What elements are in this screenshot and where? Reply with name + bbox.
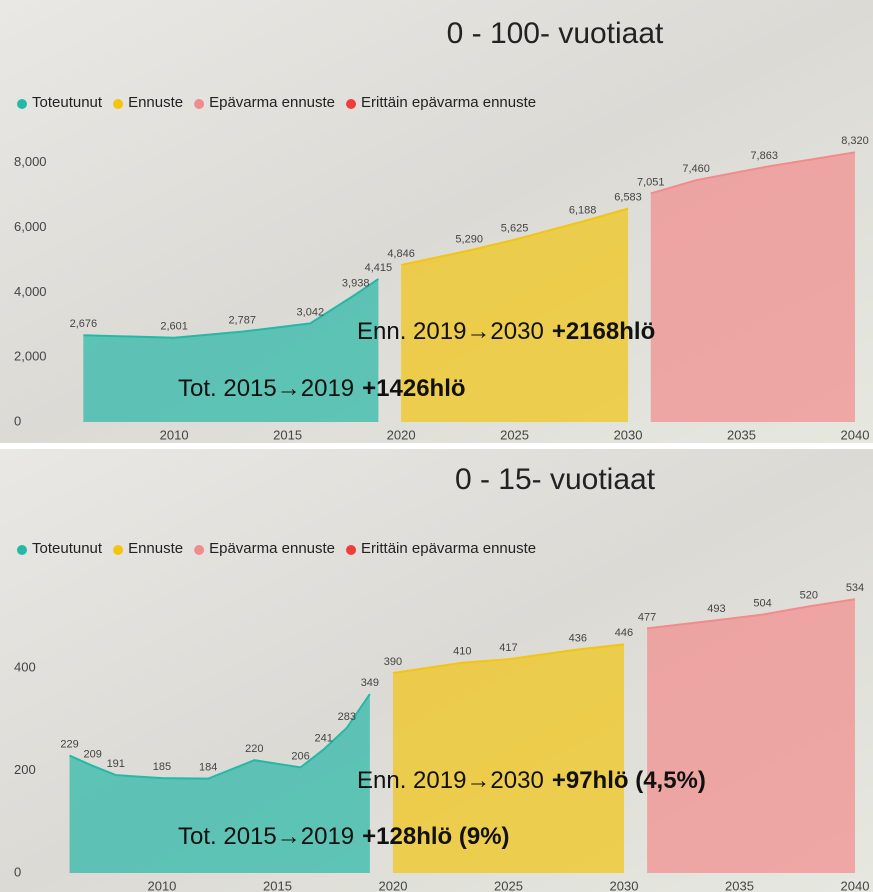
value-label: 417 (499, 642, 517, 654)
y-tick-label: 6,000 (14, 219, 47, 234)
legend-marker (113, 99, 123, 109)
value-label: 7,863 (750, 150, 778, 162)
legend-label: Ennuste (128, 540, 183, 557)
value-label: 241 (314, 732, 332, 744)
value-label: 5,625 (501, 223, 529, 235)
legend-marker (194, 545, 204, 555)
legend-label: Epävarma ennuste (209, 540, 335, 557)
value-label: 436 (569, 632, 587, 644)
annotation: Enn. 2019→2030 +2168hlö (357, 318, 655, 345)
value-label: 191 (107, 758, 125, 770)
value-label: 493 (707, 603, 725, 615)
legend-label: Toteutunut (32, 540, 103, 557)
value-label: 5,290 (455, 233, 483, 245)
value-label: 209 (83, 749, 101, 761)
annotation: Tot. 2015→2019 +1426hlö (178, 375, 466, 402)
y-tick-label: 2,000 (14, 349, 47, 364)
page: 0 - 100- vuotiaat Toteutunut Ennuste Epävar… (0, 0, 873, 892)
x-tick-label: 2035 (725, 878, 754, 892)
x-tick-label: 2030 (614, 427, 643, 442)
x-tick-label: 2025 (494, 878, 523, 892)
value-label: 3,042 (297, 306, 325, 318)
x-tick-label: 2020 (387, 427, 416, 442)
legend-marker (346, 99, 356, 109)
legend-marker (17, 545, 27, 555)
chart-title: 0 - 100- vuotiaat (447, 17, 664, 50)
annotation-text: Enn. 2019→2030 (357, 318, 544, 345)
legend-label: Epävarma ennuste (209, 94, 335, 111)
y-tick-label: 400 (14, 659, 36, 674)
y-tick-label: 200 (14, 762, 36, 777)
value-label: 4,415 (365, 262, 393, 274)
x-tick-label: 2010 (147, 878, 176, 892)
value-label: 534 (846, 582, 864, 594)
x-tick-label: 2020 (379, 878, 408, 892)
annotation: Tot. 2015→2019 +128hlö (9%) (178, 823, 510, 850)
value-label: 3,938 (342, 277, 370, 289)
annotation-text: Tot. 2015→2019 (178, 823, 354, 850)
legend-marker (113, 545, 123, 555)
annotation-bold: +97hlö (4,5%) (552, 767, 706, 794)
annotation-bold: +1426hlö (362, 375, 465, 402)
y-tick-label: 8,000 (14, 154, 47, 169)
value-label: 229 (60, 738, 78, 750)
value-label: 2,601 (160, 321, 188, 333)
x-tick-label: 2025 (500, 427, 529, 442)
legend-marker (17, 99, 27, 109)
annotation: Enn. 2019→2030 +97hlö (4,5%) (357, 767, 706, 794)
value-label: 477 (638, 611, 656, 623)
legend-label: Toteutunut (32, 94, 103, 111)
value-label: 504 (753, 597, 771, 609)
chart-title: 0 - 15- vuotiaat (455, 463, 656, 496)
value-label: 6,188 (569, 204, 597, 216)
y-tick-label: 0 (14, 864, 21, 879)
annotation-bold: +128hlö (9%) (362, 823, 509, 850)
value-label: 7,051 (637, 176, 665, 188)
y-tick-label: 4,000 (14, 284, 47, 299)
y-tick-label: 0 (14, 413, 21, 428)
x-tick-label: 2015 (263, 878, 292, 892)
legend-label: Ennuste (128, 94, 183, 111)
value-label: 390 (384, 656, 402, 668)
x-tick-label: 2035 (727, 427, 756, 442)
value-label: 184 (199, 762, 217, 774)
area (651, 152, 855, 422)
x-tick-label: 2015 (273, 427, 302, 442)
legend-marker (346, 545, 356, 555)
value-label: 520 (800, 589, 818, 601)
value-label: 410 (453, 646, 471, 658)
x-tick-label: 2030 (610, 878, 639, 892)
value-label: 2,787 (228, 315, 256, 327)
value-label: 6,583 (614, 192, 642, 204)
value-label: 283 (338, 711, 356, 723)
x-tick-label: 2040 (841, 427, 870, 442)
value-label: 7,460 (682, 163, 710, 175)
value-label: 206 (291, 750, 309, 762)
value-label: 2,676 (70, 318, 98, 330)
x-tick-label: 2010 (160, 427, 189, 442)
x-tick-label: 2040 (841, 878, 870, 892)
area (647, 599, 855, 873)
legend-label: Erittäin epävarma ennuste (361, 94, 536, 111)
value-label: 8,320 (841, 135, 869, 147)
value-label: 446 (615, 627, 633, 639)
annotation-bold: +2168hlö (552, 318, 655, 345)
value-label: 220 (245, 743, 263, 755)
legend-label: Erittäin epävarma ennuste (361, 540, 536, 557)
legend-marker (194, 99, 204, 109)
value-label: 4,846 (387, 248, 415, 260)
value-label: 185 (153, 761, 171, 773)
value-label: 349 (361, 677, 379, 689)
annotation-text: Enn. 2019→2030 (357, 767, 544, 794)
annotation-text: Tot. 2015→2019 (178, 375, 354, 402)
